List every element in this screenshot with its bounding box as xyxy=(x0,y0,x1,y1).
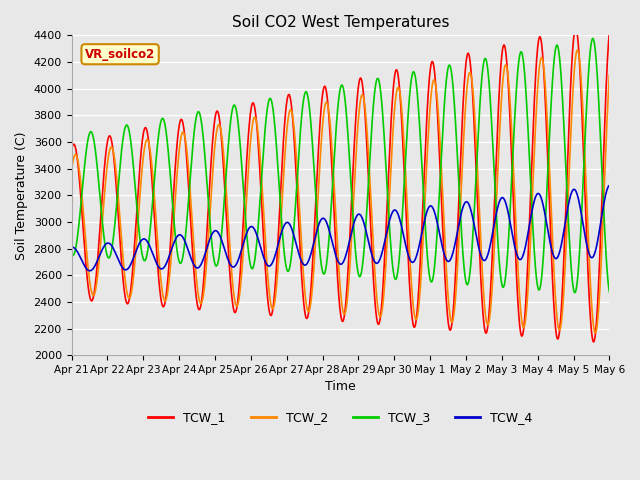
TCW_4 xyxy=(86,268,93,274)
TCW_1 xyxy=(537,36,545,42)
Text: VR_soilco2: VR_soilco2 xyxy=(85,48,156,61)
TCW_4 xyxy=(274,242,282,248)
TCW_2 xyxy=(274,268,282,274)
TCW_4 xyxy=(129,256,137,262)
TCW_3 xyxy=(68,251,76,256)
TCW_3 xyxy=(274,162,282,168)
TCW_4 xyxy=(161,263,169,269)
TCW_3 xyxy=(161,121,168,127)
TCW_4 xyxy=(605,182,613,188)
TCW_1 xyxy=(129,265,137,271)
TCW_2 xyxy=(297,235,305,241)
TCW_4 xyxy=(537,195,545,201)
Legend: TCW_1, TCW_2, TCW_3, TCW_4: TCW_1, TCW_2, TCW_3, TCW_4 xyxy=(143,406,538,429)
Y-axis label: Soil Temperature (C): Soil Temperature (C) xyxy=(15,131,28,260)
TCW_3 xyxy=(605,289,613,295)
TCW_2 xyxy=(68,168,76,173)
X-axis label: Time: Time xyxy=(325,381,356,394)
TCW_4 xyxy=(298,258,305,264)
Line: TCW_3: TCW_3 xyxy=(72,38,609,293)
TCW_4 xyxy=(68,244,76,250)
Line: TCW_4: TCW_4 xyxy=(72,185,609,271)
TCW_2 xyxy=(573,47,581,53)
TCW_2 xyxy=(161,298,168,304)
TCW_1 xyxy=(605,29,613,35)
TCW_1 xyxy=(161,301,168,307)
TCW_1 xyxy=(589,339,597,345)
TCW_1 xyxy=(297,264,305,270)
TCW_1 xyxy=(595,269,603,275)
TCW_3 xyxy=(589,36,596,41)
TCW_2 xyxy=(595,298,603,304)
TCW_2 xyxy=(129,279,137,285)
TCW_1 xyxy=(274,242,282,248)
Title: Soil CO2 West Temperatures: Soil CO2 West Temperatures xyxy=(232,15,449,30)
TCW_3 xyxy=(297,120,305,126)
TCW_2 xyxy=(591,330,599,336)
TCW_3 xyxy=(129,158,137,164)
TCW_4 xyxy=(595,230,603,236)
Line: TCW_1: TCW_1 xyxy=(72,28,609,342)
TCW_3 xyxy=(537,281,545,287)
TCW_3 xyxy=(571,290,579,296)
TCW_3 xyxy=(595,107,603,113)
TCW_1 xyxy=(572,25,579,31)
TCW_2 xyxy=(605,72,613,78)
TCW_2 xyxy=(537,56,545,61)
TCW_1 xyxy=(68,147,76,153)
Line: TCW_2: TCW_2 xyxy=(72,50,609,333)
